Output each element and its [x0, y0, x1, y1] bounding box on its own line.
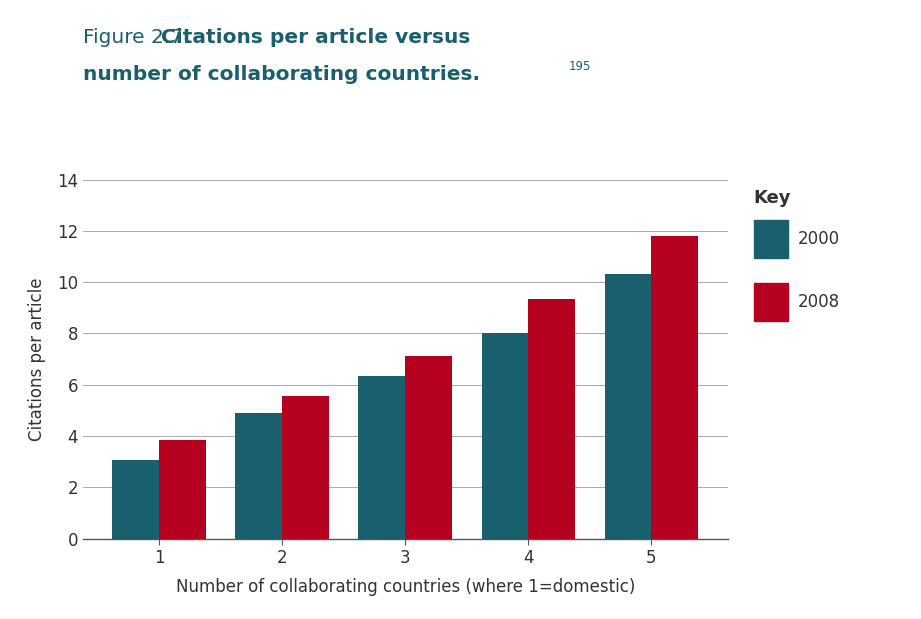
Bar — [605, 274, 651, 539]
Bar — [405, 357, 452, 539]
Bar — [482, 334, 529, 539]
Bar — [159, 439, 205, 539]
Bar — [112, 461, 159, 539]
Text: 2000: 2000 — [798, 230, 840, 248]
Bar — [282, 396, 329, 539]
Bar — [651, 236, 698, 539]
Bar — [753, 283, 788, 321]
Bar — [753, 220, 788, 259]
Bar — [358, 376, 405, 539]
Y-axis label: Citations per article: Citations per article — [28, 277, 46, 441]
Text: 2008: 2008 — [798, 293, 840, 311]
X-axis label: Number of collaborating countries (where 1=domestic): Number of collaborating countries (where… — [176, 578, 635, 596]
Text: Key: Key — [753, 189, 791, 207]
Bar — [529, 299, 575, 539]
Text: number of collaborating countries.: number of collaborating countries. — [83, 65, 480, 84]
Text: 195: 195 — [568, 60, 590, 73]
Bar — [236, 413, 282, 539]
Text: Figure 2.7.: Figure 2.7. — [83, 28, 202, 47]
Text: Citations per article versus: Citations per article versus — [161, 28, 471, 47]
